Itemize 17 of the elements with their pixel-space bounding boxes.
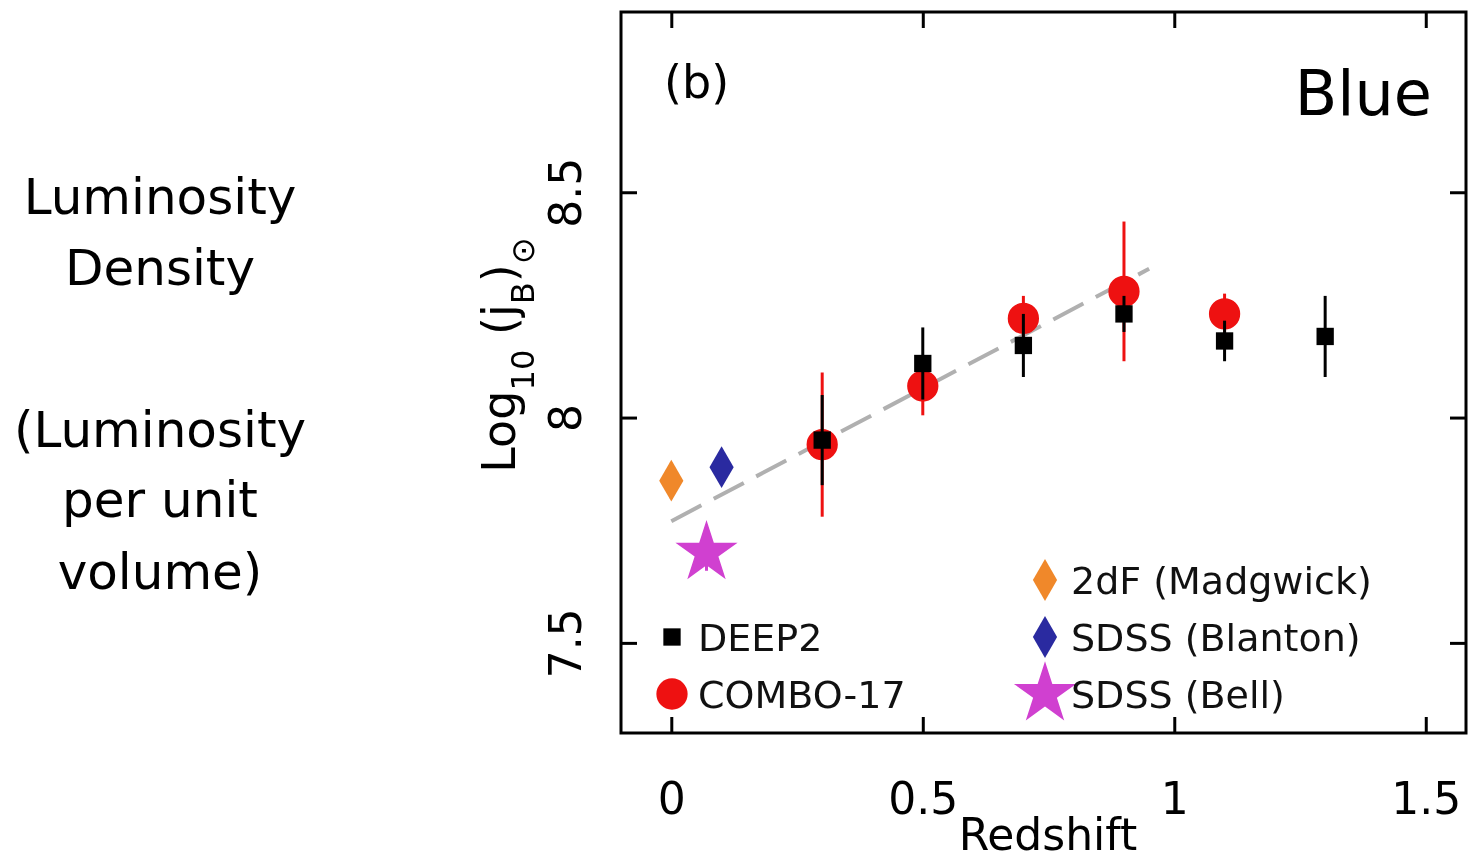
text: (Luminosity per unit volume): [13, 401, 307, 601]
legend-label: SDSS (Blanton): [1071, 616, 1361, 660]
text: Luminosity Density: [23, 168, 297, 297]
y-tick-label: 7.5: [540, 608, 591, 679]
y-tick-label: 8: [540, 404, 591, 433]
legend-label: 2dF (Madgwick): [1071, 559, 1372, 603]
legend-label: SDSS (Bell): [1071, 673, 1285, 717]
legend-label: DEEP2: [698, 616, 823, 660]
annotation: Blue: [1294, 57, 1432, 130]
x-tick-label: 1.5: [1391, 773, 1462, 825]
x-tick-label: 0: [657, 773, 686, 825]
annotation: (b): [664, 55, 730, 109]
x-tick-label: 1: [1160, 773, 1189, 825]
x-axis-title: Redshift: [958, 809, 1138, 856]
legend-label: COMBO-17: [698, 673, 906, 717]
x-tick-label: 0.5: [888, 773, 959, 825]
y-tick-label: 8.5: [540, 157, 591, 228]
